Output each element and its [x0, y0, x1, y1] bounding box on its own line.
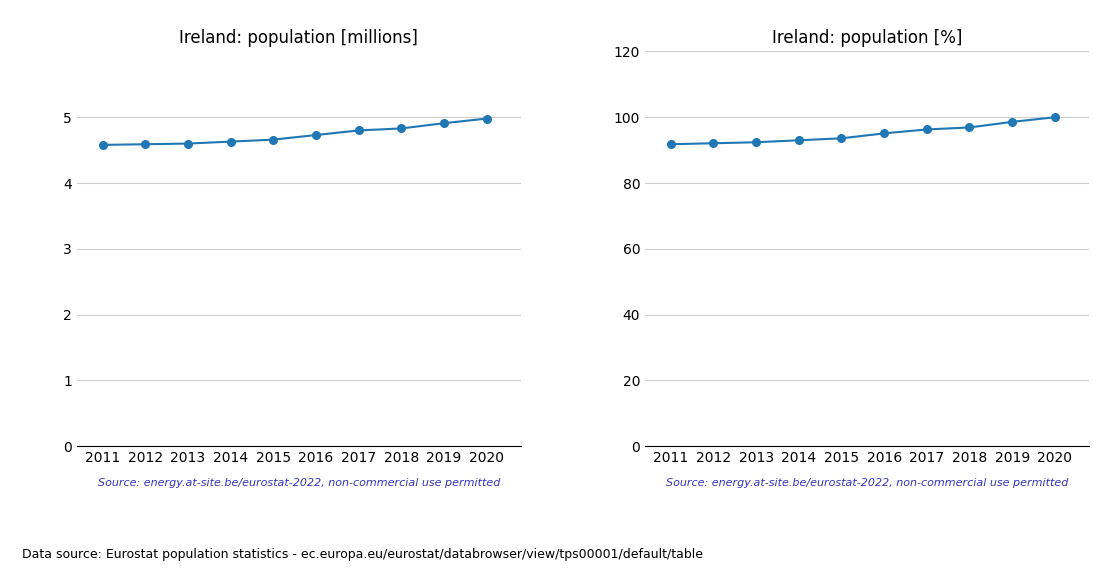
Title: Ireland: population [millions]: Ireland: population [millions] [179, 29, 418, 47]
Text: Source: energy.at-site.be/eurostat-2022, non-commercial use permitted: Source: energy.at-site.be/eurostat-2022,… [98, 478, 500, 487]
Text: Source: energy.at-site.be/eurostat-2022, non-commercial use permitted: Source: energy.at-site.be/eurostat-2022,… [666, 478, 1068, 487]
Title: Ireland: population [%]: Ireland: population [%] [772, 29, 962, 47]
Text: Data source: Eurostat population statistics - ec.europa.eu/eurostat/databrowser/: Data source: Eurostat population statist… [22, 547, 703, 561]
